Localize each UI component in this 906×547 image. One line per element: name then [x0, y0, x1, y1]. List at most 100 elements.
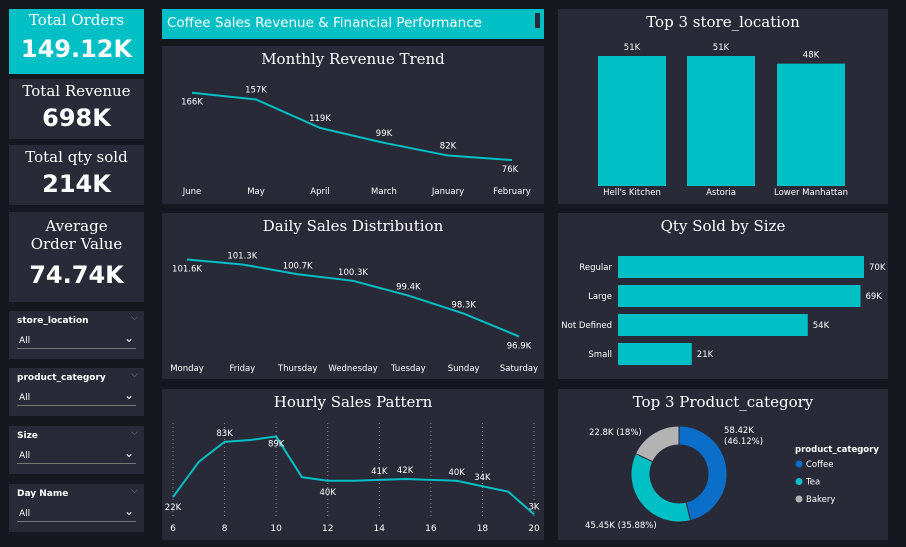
x-tick-label: Saturday [500, 364, 538, 374]
kpi-label: Total Orders [28, 11, 125, 29]
data-label: 51K [624, 43, 641, 53]
pie-slice [634, 425, 680, 463]
daily-sales-chart: Daily Sales Distribution 101.6K Monday 101… [162, 213, 544, 379]
x-tick-label: 14 [374, 524, 386, 534]
monthly-revenue-chart: Monthly Revenue Trend 166K June 157K May 119… [162, 46, 544, 204]
legend-swatch [795, 460, 803, 468]
legend-item: Coffee [806, 460, 833, 470]
dashboard-header: Coffee Sales Revenue & Financial Perform… [162, 9, 544, 39]
x-tick-label: 16 [425, 524, 437, 534]
data-label: 48K [803, 51, 820, 61]
data-label: 54K [813, 321, 830, 331]
x-tick-label: April [310, 187, 329, 197]
bar [687, 56, 755, 186]
bar [618, 285, 861, 307]
kpi-total-revenue: Total Revenue 698K [9, 79, 144, 139]
data-label: 22.8K (18%) [589, 428, 642, 438]
data-label: 83K [216, 429, 233, 439]
slicer-label: product_category [17, 373, 106, 383]
store-location-svg: 51K Hell's Kitchen 51K Astoria 48K Lower Manh… [598, 43, 848, 198]
legend-swatch [795, 478, 803, 485]
chevron-down-icon[interactable]: ⌄ [123, 388, 134, 402]
product-category-svg: 58.42K (46.12%) 45.45K (35.88%) 22.8K (18%)… [585, 425, 879, 531]
data-label: 51K [713, 43, 730, 53]
chevron-down-icon[interactable]: ⌄ [123, 331, 134, 345]
x-tick-label: 10 [270, 524, 282, 534]
chevron-up-icon[interactable]: ⌵ [131, 370, 138, 380]
data-label: 76K [502, 165, 519, 175]
legend-title: product_category [795, 445, 879, 455]
chevron-up-icon[interactable]: ⌵ [131, 486, 138, 496]
data-label: 96.9K [507, 341, 532, 351]
legend-item: Tea [805, 478, 820, 488]
chevron-down-icon[interactable]: ⌄ [123, 504, 134, 518]
data-label: 98.3K [451, 301, 476, 311]
data-label: 40K [320, 488, 337, 498]
pie-slice [630, 452, 692, 523]
kpi-value: 74.74K [29, 261, 124, 289]
monthly-revenue-svg: 166K June 157K May 119K April 99K March 82K Janua… [181, 85, 531, 197]
data-label: 100.3K [338, 268, 368, 278]
x-tick-label: Lower Manhattan [774, 188, 848, 198]
chart-title: Top 3 Product_category [632, 393, 814, 411]
qty-size-svg: 70K Regular 69K Large 54K Not Defined 21K Small [561, 256, 886, 365]
series-line [186, 258, 520, 338]
x-tick-label: Friday [229, 364, 255, 374]
x-tick-label: Hell's Kitchen [603, 188, 661, 198]
x-tick-label: Sunday [448, 364, 480, 374]
slicer-size[interactable]: Size ⌵ All ⌄ [9, 426, 144, 474]
chart-title: Hourly Sales Pattern [273, 393, 433, 411]
chart-title: Monthly Revenue Trend [261, 50, 445, 68]
data-label: 3K [529, 502, 540, 512]
hourly-sales-chart: Hourly Sales Pattern 6 8 10 12 14 16 18 20 22K 83… [162, 389, 544, 540]
data-label: 157K [245, 85, 267, 95]
chevron-up-icon[interactable]: ⌵ [131, 428, 138, 438]
slicer-dropdown[interactable]: All ⌄ [17, 446, 136, 464]
scroll-handle[interactable] [535, 13, 540, 28]
slicer-product-category[interactable]: product_category ⌵ All ⌄ [9, 368, 144, 416]
slicer-dropdown[interactable]: All ⌄ [17, 331, 136, 349]
data-label: 101.6K [172, 265, 202, 275]
bar [598, 56, 666, 186]
slicer-dropdown[interactable]: All ⌄ [17, 388, 136, 406]
kpi-label: Average Order Value [30, 217, 123, 253]
legend-item: Bakery [806, 495, 835, 505]
bar [777, 63, 845, 186]
kpi-value: 214K [42, 170, 111, 198]
slicer-label: Size [17, 431, 38, 441]
kpi-total-orders: Total Orders 149.12K [9, 9, 144, 74]
qty-size-chart: Qty Sold by Size 70K Regular 69K Large 54K No… [558, 213, 888, 379]
series-line [172, 435, 535, 516]
chevron-down-icon[interactable]: ⌄ [123, 446, 134, 460]
slicer-label: store_location [17, 316, 89, 326]
hourly-sales-svg: 6 8 10 12 14 16 18 20 22K 83K 89K 40K 41K 42K 40K 34K 3K [165, 423, 540, 534]
slicer-day-name[interactable]: Day Name ⌵ All ⌄ [9, 484, 144, 532]
x-tick-label: March [371, 187, 397, 197]
x-tick-label: Monday [170, 364, 204, 374]
slicer-store-location[interactable]: store_location ⌵ All ⌄ [9, 311, 144, 359]
bar [618, 314, 808, 336]
data-label: 82K [440, 142, 457, 152]
y-tick-label: Small [588, 350, 612, 360]
chevron-up-icon[interactable]: ⌵ [131, 313, 138, 323]
bar [618, 256, 864, 278]
kpi-total-qty: Total qty sold 214K [9, 145, 144, 205]
legend-swatch [795, 495, 803, 503]
y-tick-label: Regular [579, 263, 612, 273]
data-label: 70K [869, 263, 886, 273]
slicer-dropdown[interactable]: All ⌄ [17, 504, 136, 522]
x-tick-label: Tuesday [390, 364, 426, 374]
kpi-label: Total Revenue [22, 82, 131, 100]
x-tick-label: February [493, 187, 531, 197]
kpi-value: 698K [42, 104, 111, 132]
data-label: 99K [376, 129, 393, 139]
slicer-value: All [19, 336, 31, 346]
data-label: 101.3K [227, 251, 257, 261]
x-tick-label: June [182, 187, 202, 197]
x-tick-label: Wednesday [328, 364, 377, 374]
data-label: 58.42K (46.12%) [724, 426, 763, 447]
data-label: 22K [165, 503, 182, 513]
kpi-value: 149.12K [20, 35, 133, 63]
slicer-value: All [19, 451, 31, 461]
page-title: Coffee Sales Revenue & Financial Perform… [167, 15, 482, 31]
